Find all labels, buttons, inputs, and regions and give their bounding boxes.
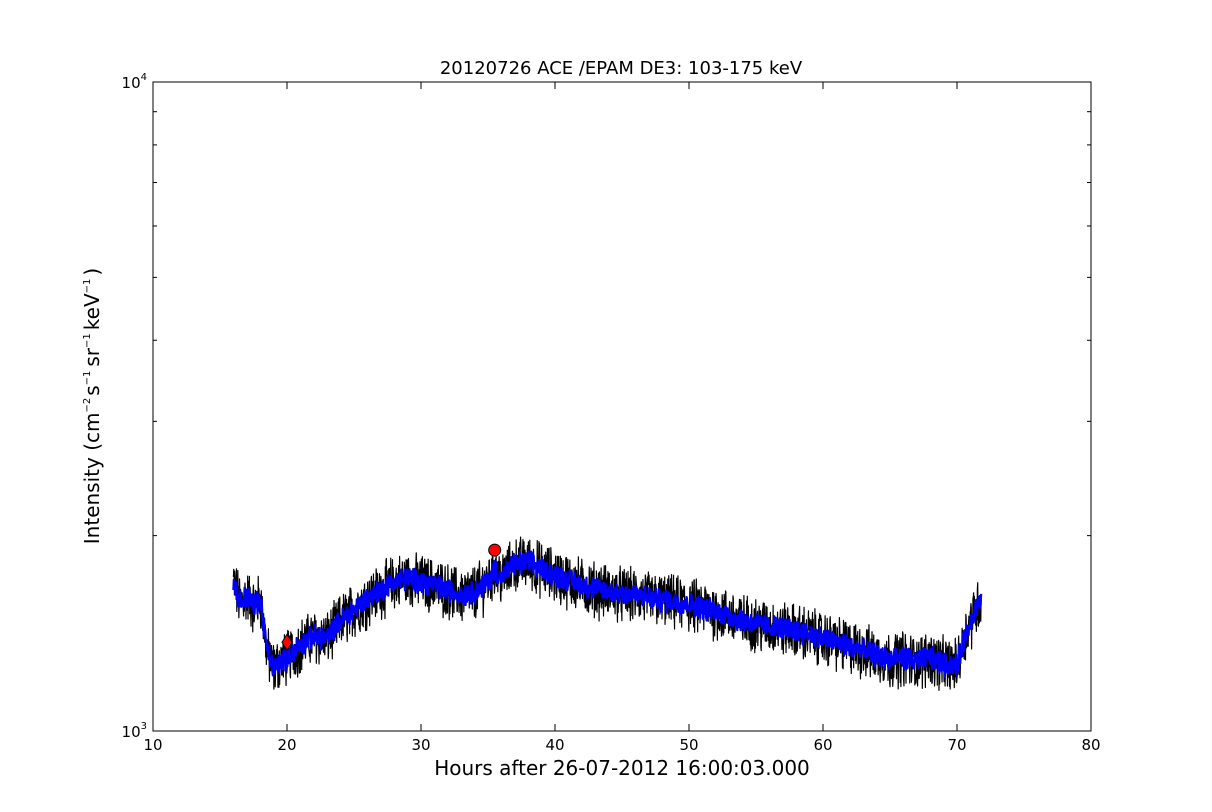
plot-area [152, 81, 1092, 732]
y-label-exp2: −1 [82, 371, 93, 386]
x-axis-label: Hours after 26-07-2012 16:00:03.000 [434, 756, 810, 780]
chart-title: 20120726 ACE /EPAM DE3: 103-175 keV [440, 58, 803, 79]
y-label-exp1: −2 [82, 398, 93, 413]
y-label-mid3: keV [80, 293, 104, 330]
y-label-exp4: −1 [82, 279, 93, 294]
y-label-exp3: −1 [82, 333, 93, 348]
y-tick-label-0: 103 [122, 721, 147, 741]
y-label-suffix: ) [80, 268, 104, 276]
y-tick-label-1: 104 [122, 72, 147, 92]
x-tick-label-3: 40 [545, 736, 564, 754]
x-axis: 10 20 30 40 50 60 70 80 [143, 82, 1101, 754]
y-label-prefix: Intensity (cm [80, 413, 104, 545]
x-tick-label-2: 30 [411, 736, 430, 754]
series-line-1 [232, 550, 983, 678]
y-label-mid2: sr [80, 347, 104, 366]
x-tick-label-1: 20 [277, 736, 296, 754]
x-tick-label-5: 60 [813, 736, 832, 754]
x-tick-label-6: 70 [947, 736, 966, 754]
x-tick-label-4: 50 [679, 736, 698, 754]
y-axis-label: Intensity (cm−2s−1sr−1keV−1) [80, 268, 104, 544]
x-tick-label-0: 10 [143, 736, 162, 754]
marker-layer [281, 543, 502, 652]
x-tick-label-7: 80 [1081, 736, 1100, 754]
series-layer [232, 536, 983, 691]
marker-circle-0 [488, 543, 502, 557]
y-axis: 103 104 [122, 72, 1091, 741]
y-label-mid1: s [80, 385, 104, 395]
marker-diamond-1 [281, 633, 293, 652]
plot-frame [152, 81, 1092, 732]
